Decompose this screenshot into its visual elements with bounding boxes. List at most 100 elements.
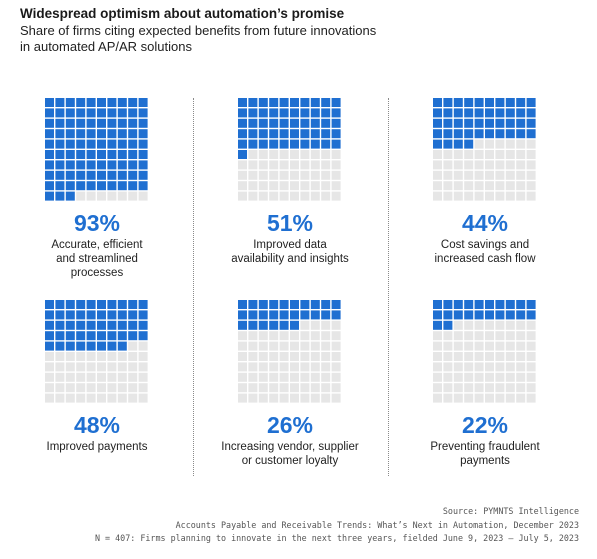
waffle-cell-filled xyxy=(443,300,453,309)
waffle-cell-empty xyxy=(516,352,526,361)
waffle-cell-filled xyxy=(300,118,310,128)
waffle-cell-empty xyxy=(138,341,148,351)
benefit-label: Cost savings and increased cash flow xyxy=(400,238,570,266)
waffle-cell-empty xyxy=(453,160,463,170)
waffle-cell-empty xyxy=(433,191,442,201)
waffle-cell-empty xyxy=(495,170,505,180)
waffle-cell-filled xyxy=(107,181,117,191)
waffle-cell-empty xyxy=(495,181,505,191)
waffle-cell-filled xyxy=(300,310,310,320)
waffle-cell-empty xyxy=(45,383,54,393)
waffle-cell-filled xyxy=(269,108,279,118)
percent-value: 22% xyxy=(461,412,509,438)
waffle-cell-filled xyxy=(433,98,442,107)
waffle-cell-empty xyxy=(300,393,310,403)
waffle-cell-empty xyxy=(238,372,247,382)
waffle-cell-filled xyxy=(107,98,117,107)
waffle-cell-empty xyxy=(505,362,515,372)
waffle-cell-empty xyxy=(76,372,86,382)
waffle-cell-filled xyxy=(485,300,494,309)
waffle-cell-empty xyxy=(238,393,247,403)
waffle-panel-5: 26% Increasing vendor, supplier or custo… xyxy=(205,300,375,468)
column-divider-1 xyxy=(193,98,194,476)
waffle-cell-filled xyxy=(107,320,117,330)
footer-source: Source: PYMNTS Intelligence xyxy=(442,506,579,516)
subtitle-line-2: in automated AP/AR solutions xyxy=(20,39,192,54)
waffle-cell-filled xyxy=(65,181,75,191)
waffle-cell-filled xyxy=(516,108,526,118)
waffle-cell-filled xyxy=(65,139,75,149)
waffle-cell-empty xyxy=(248,150,258,159)
waffle-cell-filled xyxy=(76,98,86,107)
waffle-cell-empty xyxy=(300,150,310,159)
waffle-cell-empty xyxy=(290,362,299,372)
waffle-cell-filled xyxy=(433,320,442,330)
waffle-cell-empty xyxy=(248,383,258,393)
waffle-cell-empty xyxy=(279,181,289,191)
waffle-cell-filled xyxy=(248,300,258,309)
waffle-cell-filled xyxy=(97,170,106,180)
waffle-cell-empty xyxy=(248,170,258,180)
waffle-cell-empty xyxy=(505,331,515,341)
waffle-cell-filled xyxy=(300,98,310,107)
waffle-cell-empty xyxy=(485,383,494,393)
waffle-cell-filled xyxy=(55,129,65,139)
waffle-cell-empty xyxy=(290,170,299,180)
waffle-cell-filled xyxy=(128,170,138,180)
waffle-cell-filled xyxy=(97,331,106,341)
waffle-cell-filled xyxy=(117,129,127,139)
waffle-cell-empty xyxy=(117,362,127,372)
waffle-cell-empty xyxy=(310,383,320,393)
waffle-cell-filled xyxy=(138,320,148,330)
percent-value: 93% xyxy=(73,210,121,236)
waffle-cell-empty xyxy=(331,362,341,372)
waffle-cell-filled xyxy=(97,160,106,170)
waffle-cell-empty xyxy=(495,320,505,330)
waffle-cell-filled xyxy=(238,129,247,139)
waffle-cell-empty xyxy=(474,352,484,361)
waffle-cell-empty xyxy=(474,372,484,382)
waffle-cell-empty xyxy=(269,191,279,201)
waffle-cell-empty xyxy=(258,331,268,341)
waffle-cell-filled xyxy=(128,150,138,159)
waffle-cell-empty xyxy=(433,160,442,170)
waffle-cell-empty xyxy=(310,341,320,351)
waffle-cell-empty xyxy=(495,362,505,372)
waffle-cell-filled xyxy=(86,320,96,330)
waffle-cell-empty xyxy=(485,372,494,382)
waffle-cell-empty xyxy=(248,393,258,403)
waffle-cell-filled xyxy=(300,300,310,309)
waffle-cell-empty xyxy=(269,150,279,159)
waffle-cell-filled xyxy=(117,320,127,330)
waffle-cell-filled xyxy=(76,320,86,330)
waffle-cell-empty xyxy=(453,191,463,201)
waffle-cell-empty xyxy=(505,191,515,201)
waffle-cell-empty xyxy=(443,331,453,341)
waffle-cell-filled xyxy=(138,160,148,170)
waffle-cell-filled xyxy=(248,129,258,139)
waffle-cell-empty xyxy=(526,170,536,180)
label-line: Accurate, efficient xyxy=(51,239,143,251)
waffle-cell-empty xyxy=(97,393,106,403)
waffle-cell-filled xyxy=(107,129,117,139)
waffle-cell-empty xyxy=(97,362,106,372)
waffle-cell-filled xyxy=(45,181,54,191)
waffle-cell-empty xyxy=(76,362,86,372)
waffle-cell-empty xyxy=(45,393,54,403)
waffle-cell-empty xyxy=(443,383,453,393)
waffle-cell-filled xyxy=(86,108,96,118)
waffle-panel-6: 22% Preventing fraudulent payments xyxy=(400,300,570,468)
waffle-cell-empty xyxy=(128,372,138,382)
waffle-cell-empty xyxy=(433,181,442,191)
waffle-cell-empty xyxy=(279,341,289,351)
waffle-cell-empty xyxy=(300,372,310,382)
waffle-cell-filled xyxy=(55,310,65,320)
waffle-cell-empty xyxy=(495,393,505,403)
waffle-cell-filled xyxy=(55,341,65,351)
waffle-cell-filled xyxy=(86,160,96,170)
benefit-label: Preventing fraudulent payments xyxy=(400,440,570,468)
waffle-cell-empty xyxy=(300,320,310,330)
waffle-cell-empty xyxy=(279,150,289,159)
waffle-cell-empty xyxy=(485,191,494,201)
waffle-cell-empty xyxy=(300,191,310,201)
